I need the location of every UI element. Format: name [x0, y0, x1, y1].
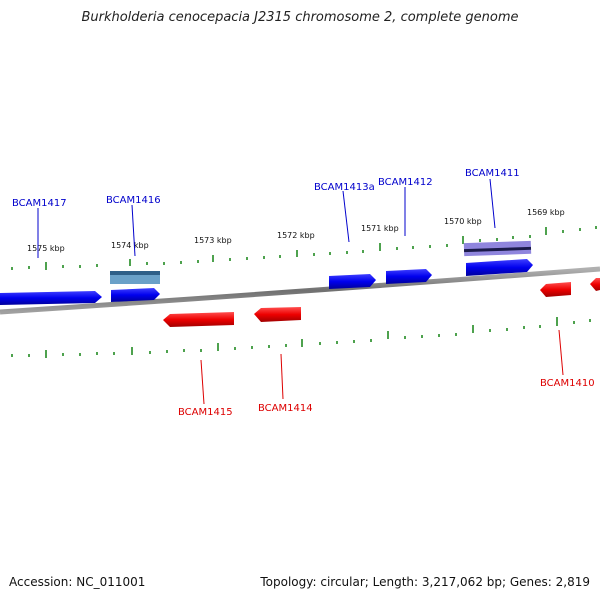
map-title: Burkholderia cenocepacia J2315 chromosom…: [81, 10, 519, 25]
leader-bcam1414: [280, 353, 284, 400]
leader-bcam1410: [558, 329, 564, 376]
gene-label-bcam1412[interactable]: BCAM1412: [378, 177, 433, 188]
gene-arrow-partial-right[interactable]: [590, 278, 600, 291]
upper-tick-ring: [11, 226, 597, 270]
gene-arrow-bcam1416[interactable]: [111, 288, 160, 302]
kbp-label-1572: 1572 kbp: [277, 231, 315, 240]
kbp-label-1573: 1573 kbp: [194, 236, 232, 245]
kbp-label-1574: 1574 kbp: [111, 241, 149, 250]
gene-arrow-bcam1411[interactable]: [466, 259, 533, 276]
gene-arrow-bcam1413a[interactable]: [329, 274, 376, 289]
gene-arrow-bcam1414[interactable]: [254, 307, 301, 322]
gene-label-bcam1410[interactable]: BCAM1410: [540, 378, 595, 389]
gene-arrow-bcam1415[interactable]: [163, 312, 234, 327]
gene-label-bcam1414[interactable]: BCAM1414: [258, 403, 313, 414]
backbone-arc: [0, 266, 600, 315]
gene-label-bcam1417[interactable]: BCAM1417: [12, 198, 67, 209]
gene-label-bcam1411[interactable]: BCAM1411: [465, 168, 520, 179]
gene-arrow-bcam1412[interactable]: [386, 269, 432, 284]
lower-tick-ring: [11, 317, 591, 358]
kbp-label-1571: 1571 kbp: [361, 224, 399, 233]
genome-summary-text: Topology: circular; Length: 3,217,062 bp…: [260, 575, 590, 589]
kbp-label-1569: 1569 kbp: [527, 208, 565, 217]
leader-bcam1415: [200, 359, 205, 405]
gene-arrow-bcam1417[interactable]: [0, 291, 102, 305]
gene-arrow-bcam1410[interactable]: [540, 282, 571, 297]
rna-feature-bcam1416-band: [110, 271, 160, 275]
gene-label-bcam1416[interactable]: BCAM1416: [106, 195, 161, 206]
accession-text: Accession: NC_011001: [9, 575, 146, 589]
leader-bcam1416: [131, 204, 136, 257]
kbp-label-1575: 1575 kbp: [27, 244, 65, 253]
kbp-label-1570: 1570 kbp: [444, 217, 482, 226]
gene-label-bcam1415[interactable]: BCAM1415: [178, 407, 233, 418]
gene-label-bcam1413a[interactable]: BCAM1413a: [314, 182, 375, 193]
pseudo-feature-bcam1411-band: [463, 246, 532, 253]
leader-bcam1411: [489, 178, 496, 229]
leader-bcam1413a: [342, 190, 350, 243]
